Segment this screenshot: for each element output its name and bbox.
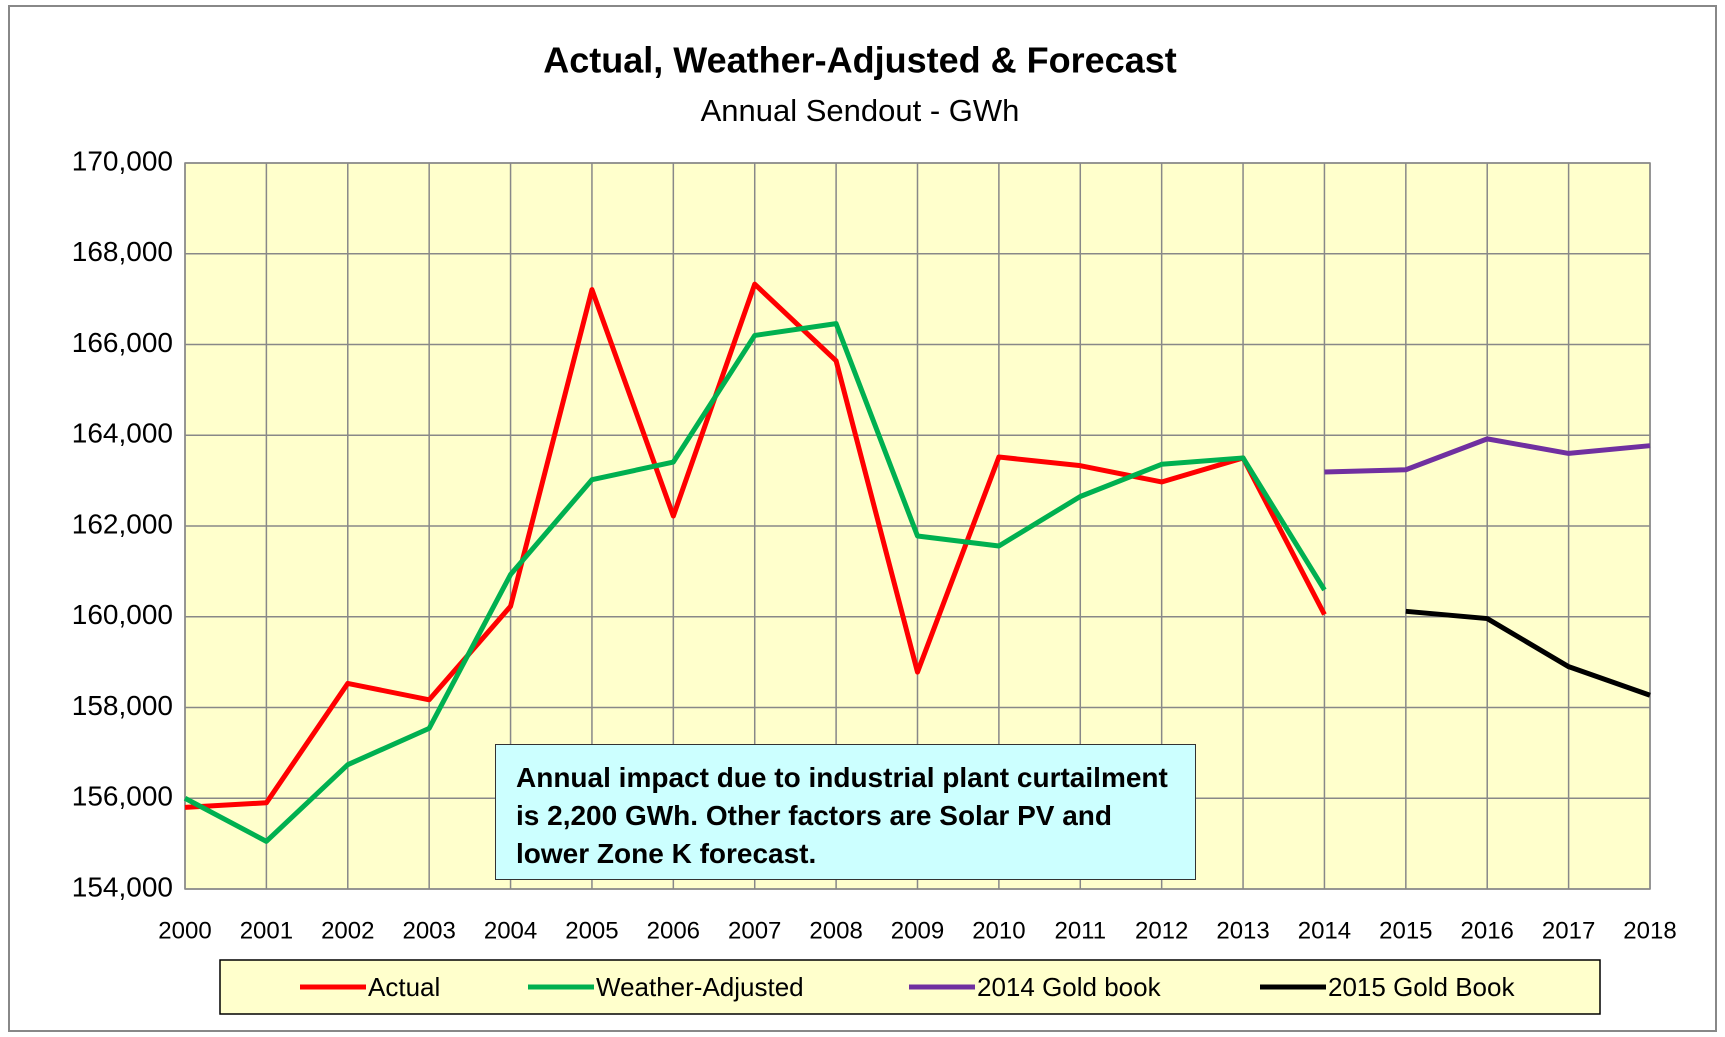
series-line — [1405, 608, 1651, 698]
y-tick-label: 166,000 — [72, 327, 173, 358]
x-tick-label: 2006 — [647, 917, 700, 944]
x-tick-label: 2011 — [1054, 917, 1106, 944]
series-line — [1324, 436, 1651, 475]
x-tick-label: 2017 — [1542, 917, 1595, 944]
y-tick-label: 164,000 — [72, 418, 173, 449]
x-tick-label: 2015 — [1379, 917, 1432, 944]
x-tick-label: 2002 — [321, 917, 374, 944]
y-tick-label: 158,000 — [72, 690, 173, 721]
legend-label: Actual — [368, 972, 440, 1002]
x-tick-label: 2018 — [1623, 917, 1676, 944]
x-tick-label: 2013 — [1216, 917, 1269, 944]
x-tick-label: 2012 — [1135, 917, 1188, 944]
x-tick-label: 2014 — [1298, 917, 1351, 944]
y-tick-label: 162,000 — [72, 508, 173, 539]
annotation: Annual impact due to industrial plant cu… — [495, 744, 1196, 880]
legend-label: 2015 Gold Book — [1328, 972, 1515, 1002]
x-tick-label: 2008 — [809, 917, 862, 944]
chart-title: Actual, Weather-Adjusted & Forecast — [543, 40, 1176, 81]
chart-subtitle: Annual Sendout - GWh — [701, 93, 1020, 128]
series-line — [183, 321, 1327, 844]
legend-label: Weather-Adjusted — [596, 972, 804, 1002]
y-tick-label: 156,000 — [72, 781, 173, 812]
x-tick-label: 2005 — [565, 917, 618, 944]
y-tick-label: 168,000 — [72, 236, 173, 267]
y-tick-label: 160,000 — [72, 599, 173, 630]
x-tick-label: 2009 — [891, 917, 944, 944]
x-tick-label: 2004 — [484, 917, 537, 944]
x-tick-label: 2010 — [972, 917, 1025, 944]
y-tick-label: 170,000 — [72, 145, 173, 176]
x-tick-label: 2016 — [1461, 917, 1514, 944]
x-tick-label: 2003 — [402, 917, 455, 944]
legend-label: 2014 Gold book — [977, 972, 1162, 1002]
x-tick-label: 2007 — [728, 917, 781, 944]
x-tick-label: 2000 — [158, 917, 211, 944]
y-tick-label: 154,000 — [72, 871, 173, 902]
x-tick-label: 2001 — [240, 917, 293, 944]
